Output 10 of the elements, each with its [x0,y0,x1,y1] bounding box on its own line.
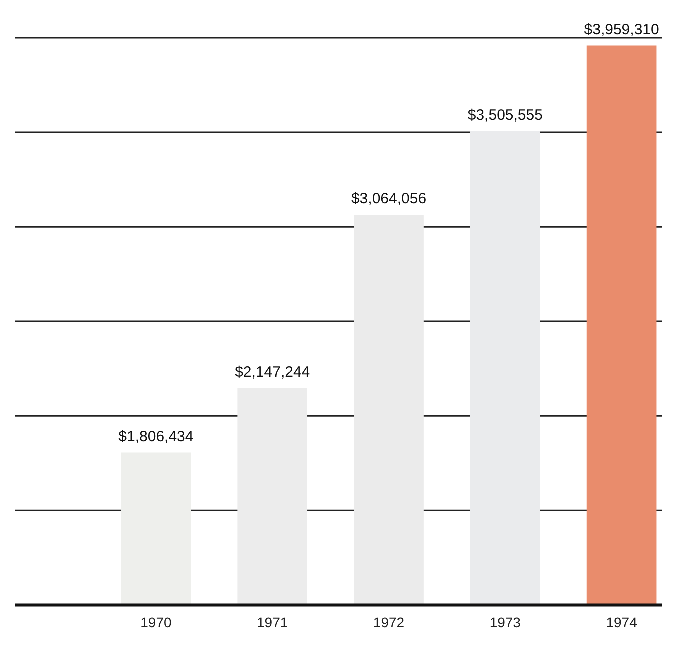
x-tick-label: 1974 [606,614,638,630]
x-tick-label: 1972 [373,614,405,630]
data-label: $1,806,434 [118,428,194,446]
data-label: $3,505,555 [468,107,543,124]
x-tick-label: 1973 [490,614,522,630]
x-tick-label: 1971 [257,614,288,630]
data-label: $3,064,056 [351,190,427,208]
data-label: $3,959,310 [584,21,660,38]
data-label: $2,147,244 [235,364,310,381]
x-tick-label: 1970 [140,614,172,630]
